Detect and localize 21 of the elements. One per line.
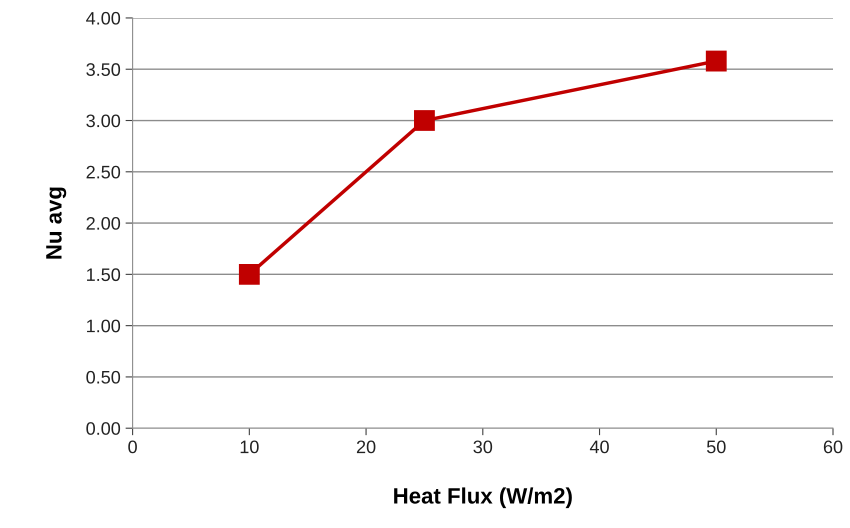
x-tick-label: 60 — [824, 440, 842, 454]
point — [238, 264, 260, 285]
y-tick-label: 3.50 — [86, 63, 120, 76]
point — [414, 110, 435, 131]
y-axis-title: Nu avg — [46, 188, 66, 259]
y-tick-label: 1.50 — [87, 268, 120, 282]
x-axis-title: Heat Flux (W/m2) — [394, 487, 572, 508]
y-tick-label: 3.00 — [86, 114, 120, 128]
x-tick-label: 0 — [128, 440, 137, 454]
y-tick-label: 1.00 — [87, 320, 120, 332]
x-tick-label: 40 — [590, 440, 609, 454]
x-tick-label: 30 — [473, 440, 492, 454]
x-tick-label: 50 — [706, 440, 726, 454]
x-tick-label: 10 — [240, 440, 259, 454]
x-tick-label: 20 — [356, 440, 376, 454]
y-tick-label: 0.00 — [86, 422, 120, 435]
y-tick-label: 2.50 — [86, 166, 120, 179]
y-tick-label: 4.00 — [86, 12, 120, 25]
y-tick-label: 0.50 — [86, 370, 120, 384]
y-tick-label: 2.00 — [86, 217, 120, 230]
point — [706, 50, 727, 72]
